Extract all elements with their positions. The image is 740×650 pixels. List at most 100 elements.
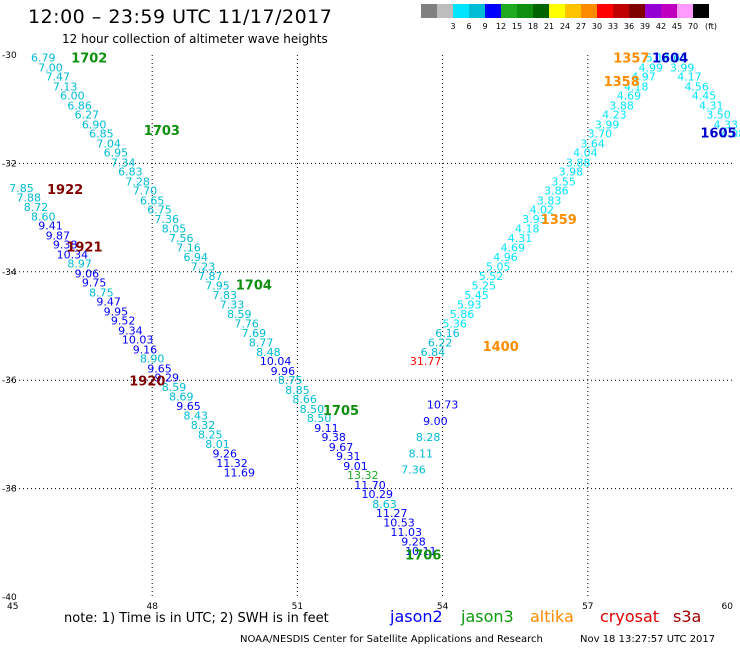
wave-height-label: 11.32	[216, 457, 248, 470]
wave-height-label: 8.75	[89, 286, 114, 299]
lat-lon-grid	[7, 55, 733, 597]
wave-height-label: 4.08	[721, 128, 740, 141]
scale-label: 42	[655, 22, 667, 31]
lat-tick-label: -34	[2, 268, 17, 278]
wave-height-label: 4.04	[573, 147, 598, 160]
wave-height-label: 7.87	[198, 270, 223, 283]
scale-label: 27	[575, 22, 587, 31]
lon-tick-label: 60	[722, 602, 734, 612]
wave-height-label: 9.41	[38, 220, 63, 233]
wave-height-label: 4.97	[631, 71, 656, 84]
wave-height-label: 7.69	[242, 327, 267, 340]
wave-height-label: 9.96	[271, 365, 296, 378]
wave-height-label: 9.65	[147, 362, 172, 375]
scale-swatch	[613, 4, 629, 18]
wave-height-label: 6.22	[428, 336, 453, 349]
wave-height-label: 11.70	[354, 479, 386, 492]
pass-time-label: 1703	[144, 124, 180, 139]
wave-height-label: 7.33	[220, 298, 245, 311]
wave-height-label: 8.85	[285, 384, 310, 397]
lat-tick-label: -30	[2, 51, 17, 61]
scale-swatch	[437, 4, 453, 18]
lon-tick-label: 48	[146, 602, 158, 612]
wave-height-label: 7.70	[133, 185, 158, 198]
wave-height-label: 9.95	[104, 305, 129, 318]
legend-jason2: jason2	[390, 607, 443, 626]
wave-height-label: 7.00	[38, 61, 63, 74]
pass-time-label: 1704	[236, 278, 272, 293]
scale-swatch	[629, 4, 645, 18]
units-note: note: 1) Time is in UTC; 2) SWH is in fe…	[64, 611, 329, 626]
wave-height-label: 8.72	[24, 201, 49, 214]
wave-height-label: 8.63	[372, 498, 397, 511]
scale-swatch	[533, 4, 549, 18]
wave-height-label: 8.32	[191, 419, 216, 432]
wave-height-label: 4.33	[713, 118, 738, 131]
wave-height-label: 8.48	[256, 346, 281, 359]
wave-height-label: 8.25	[198, 428, 223, 441]
wave-height-label: 9.52	[111, 315, 136, 328]
wave-height-label: 8.50	[307, 412, 332, 425]
wave-height-label: 4.18	[515, 222, 540, 235]
scale-swatch	[501, 4, 517, 18]
scale-swatch	[693, 4, 709, 18]
scale-swatch	[549, 4, 565, 18]
wave-height-label: 8.50	[300, 403, 325, 416]
scale-swatch	[677, 4, 693, 18]
scale-swatch	[645, 4, 661, 18]
wave-height-label: 7.88	[17, 192, 42, 205]
scale-label: 36	[623, 22, 635, 31]
pass-time-label: 1921	[66, 240, 102, 255]
wave-height-label: 3.50	[706, 109, 731, 122]
wave-height-label: 9.29	[154, 371, 179, 384]
wave-height-label: 7.16	[176, 241, 201, 254]
wave-height-label: 5.36	[442, 317, 467, 330]
wave-height-label: 13.32	[347, 469, 379, 482]
map-axes: 45 48 51 54 57 60 -30 -32 -34 -36 -38 -40	[2, 51, 733, 612]
wave-height-label: 31.77	[410, 355, 442, 368]
wave-height-label: 6.27	[75, 109, 100, 122]
scale-label: 39	[639, 22, 651, 31]
wave-height-label: 9.16	[133, 343, 158, 356]
wave-height-label: 6.86	[67, 99, 92, 112]
wave-height-label: 8.11	[409, 447, 434, 460]
lat-tick-label: -40	[2, 593, 17, 603]
wave-height-label: 10.04	[260, 355, 292, 368]
wave-height-label: 4.31	[508, 232, 533, 245]
wave-height-label: 7.13	[53, 80, 78, 93]
wave-height-label: 4.45	[692, 90, 717, 103]
wave-height-label: 11.69	[224, 466, 256, 479]
wave-height-label: 6.85	[89, 128, 114, 141]
wave-height-label: 8.90	[140, 353, 165, 366]
wave-height-label: 4.96	[493, 251, 518, 264]
lat-tick-label: -38	[2, 485, 17, 495]
wave-height-label: 4.56	[684, 80, 709, 93]
wave-height-label: 3.86	[544, 185, 569, 198]
wave-height-label: 9.67	[329, 441, 354, 454]
satellite-tracks: 6.797.007.477.136.006.866.276.906.857.04…	[9, 52, 740, 558]
lon-tick-label: 45	[7, 602, 18, 612]
pass-time-label: 1705	[323, 404, 359, 419]
scale-unit: (ft)	[705, 22, 718, 31]
wave-height-label: 9.87	[46, 229, 71, 242]
wave-height-label: 8.43	[184, 409, 209, 422]
scale-label: 30	[591, 22, 603, 31]
legend-jason3: jason3	[461, 607, 514, 626]
wave-height-label: 8.66	[292, 393, 317, 406]
wave-height-label: 9.28	[401, 536, 426, 549]
wave-height-label: 6.75	[147, 203, 172, 216]
scale-label: 15	[511, 22, 523, 31]
scale-label: 6	[466, 22, 472, 31]
wave-height-label: 5.25	[471, 279, 496, 292]
generated-timestamp: Nov 18 13:27:57 UTC 2017	[580, 634, 716, 645]
wave-height-label: 3.88	[609, 99, 634, 112]
wave-height-label: 5.93	[457, 298, 482, 311]
scale-swatch	[565, 4, 581, 18]
wave-height-label: 9.75	[82, 277, 107, 290]
wave-height-label: 8.69	[169, 390, 194, 403]
wave-height-label: 7.95	[205, 279, 230, 292]
wave-height-label: 8.97	[67, 258, 92, 271]
wave-height-label: 11.03	[391, 526, 423, 539]
legend-altika: altika	[530, 607, 574, 626]
